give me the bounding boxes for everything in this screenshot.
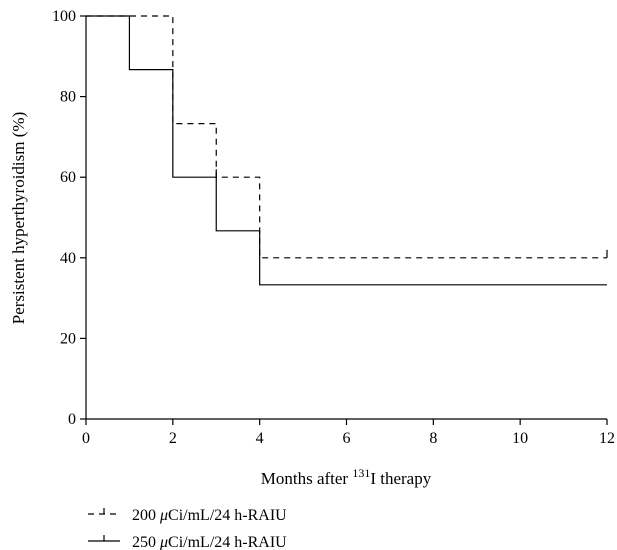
x-tick-label-0: 0 <box>82 430 90 447</box>
legend-item-200: 200 μCi/mL/24 h-RAIU <box>88 507 287 524</box>
y-tick-label-40: 40 <box>60 250 76 267</box>
x-axis-title: Months after 131I therapy <box>261 466 432 488</box>
y-tick-label-60: 60 <box>60 169 76 186</box>
y-tick-label-20: 20 <box>60 330 76 347</box>
y-axis-title: Persistent hyperthyroidism (%) <box>9 112 28 324</box>
legend-label-200: 200 μCi/mL/24 h-RAIU <box>132 507 287 524</box>
series-group <box>86 15 608 286</box>
series-line-1 <box>86 15 607 286</box>
x-tick-label-2: 2 <box>169 430 177 447</box>
y-tick-label-100: 100 <box>52 8 76 25</box>
axes: 0 20 40 60 80 100 0 2 4 6 8 10 12 <box>52 8 615 447</box>
y-tick-label-0: 0 <box>68 411 76 428</box>
x-tick-label-6: 6 <box>343 430 351 447</box>
legend-label-250: 250 μCi/mL/24 h-RAIU <box>132 534 287 550</box>
legend-item-250: 250 μCi/mL/24 h-RAIU <box>88 534 287 550</box>
x-axis-title-suffix: I therapy <box>370 469 431 488</box>
y-tick-label-80: 80 <box>60 89 76 106</box>
x-axis-title-sup: 131 <box>352 466 370 480</box>
x-tick-label-10: 10 <box>512 430 528 447</box>
x-axis-title-prefix: Months after <box>261 469 353 488</box>
series-line-0 <box>86 15 607 259</box>
x-tick-label-8: 8 <box>429 430 437 447</box>
x-tick-label-4: 4 <box>256 430 264 447</box>
legend: 200 μCi/mL/24 h-RAIU 250 μCi/mL/24 h-RAI… <box>88 507 287 550</box>
x-tick-label-12: 12 <box>599 430 615 447</box>
